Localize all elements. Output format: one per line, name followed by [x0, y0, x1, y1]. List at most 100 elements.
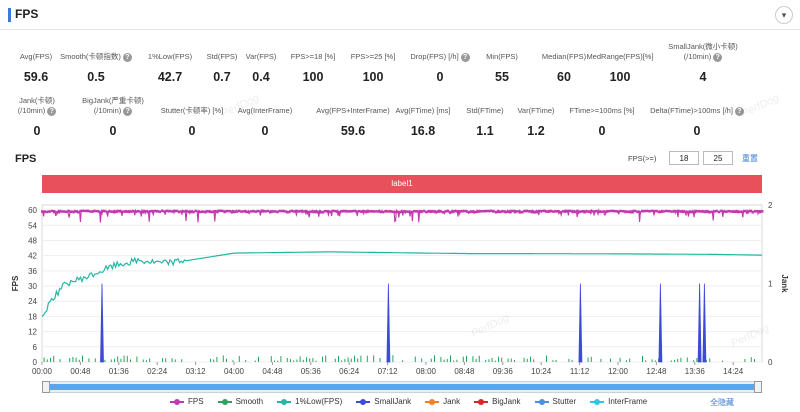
metric-label: Avg(FPS+InterFrame) [316, 106, 390, 115]
metric-value: 100 [609, 70, 631, 84]
metric-value: 0 [693, 124, 701, 138]
fps-point [365, 210, 368, 214]
legend-item-smalljank[interactable]: SmallJank [356, 397, 411, 406]
fps-point [353, 209, 356, 213]
help-icon[interactable]: ? [47, 106, 57, 116]
y-axis-label: FPS [11, 275, 20, 291]
time-range-scrollbar[interactable] [42, 381, 762, 393]
fps-point [276, 210, 279, 214]
fps-point [710, 210, 714, 214]
smooth-bar [354, 355, 355, 362]
legend-label: Smooth [235, 397, 264, 406]
y-tick-label: 42 [28, 252, 37, 261]
legend-item-jank[interactable]: Jank [425, 397, 460, 406]
fps-point [487, 209, 490, 213]
legend-item-bigjank[interactable]: BigJank [474, 397, 521, 406]
y-tick-label: 12 [28, 328, 37, 337]
help-icon[interactable]: ? [460, 52, 470, 62]
fps-point [273, 210, 277, 213]
smooth-bar [514, 360, 515, 362]
fps-point [439, 210, 442, 213]
metric-label: 1%Low(FPS) [147, 52, 193, 61]
fps-point [513, 210, 517, 214]
fps-point [576, 209, 579, 213]
y2-axis-label: Jank [780, 274, 789, 293]
chart-title: FPS [15, 153, 37, 165]
fps-threshold-high-input[interactable] [703, 151, 733, 165]
metric-stutter: Stutter(卡顿率) [%] 0 [142, 106, 242, 139]
chart-legend: FPS Smooth 1%Low(FPS) SmallJank Jank BigJank S… [170, 397, 661, 409]
smooth-bar [654, 360, 656, 362]
fps-point [398, 210, 402, 214]
range-start-handle[interactable] [42, 381, 50, 393]
fps-point [528, 210, 531, 213]
legend-swatch-icon [425, 398, 440, 405]
metric-label: Min(FPS) [486, 52, 518, 61]
x-tick-label: 03:12 [186, 367, 207, 376]
help-icon[interactable]: ? [713, 52, 723, 62]
smooth-bar [299, 356, 301, 362]
metric-value: 0.4 [252, 70, 270, 84]
time-range-fill[interactable] [47, 384, 757, 390]
fps-threshold-low-input[interactable] [669, 151, 699, 165]
fps-point [305, 209, 308, 213]
fps-point [62, 210, 66, 213]
fps-point [470, 210, 474, 214]
series-1pct-low-line [41, 251, 762, 317]
fps-point [72, 210, 75, 214]
hide-all-button[interactable]: 全隐藏 [710, 398, 734, 407]
fps-point [432, 210, 435, 213]
fps-point [645, 209, 649, 213]
fps-point [636, 210, 639, 214]
smooth-bar [462, 356, 464, 362]
fps-point [386, 210, 390, 213]
fps-point [621, 210, 625, 213]
x-tick-label: 10:24 [531, 367, 552, 376]
fps-point [578, 210, 582, 213]
fps-point [497, 210, 500, 214]
fps-point [525, 209, 529, 213]
fps-point [480, 210, 483, 213]
fps-point [247, 210, 250, 214]
collapse-icon[interactable]: ▾ [775, 6, 793, 24]
fps-point [50, 209, 54, 213]
x-tick-label: 01:36 [109, 367, 130, 376]
fps-point [566, 209, 570, 213]
smooth-bar [216, 356, 218, 362]
smooth-bar [254, 360, 256, 362]
fps-point [173, 209, 176, 213]
fps-point [441, 211, 445, 214]
help-icon[interactable]: ? [734, 106, 744, 116]
metric-var-fps: Var(FPS) 0.4 [211, 52, 311, 85]
fps-point [665, 209, 668, 213]
fps-point [127, 210, 130, 214]
fps-point [290, 209, 294, 213]
legend-item-interframe[interactable]: InterFrame [590, 397, 647, 406]
fps-point [573, 210, 577, 214]
legend-item-stutter[interactable]: Stutter [534, 397, 576, 406]
small-jank-spike [100, 283, 104, 363]
fps-point [751, 211, 754, 214]
smooth-bar [149, 358, 151, 362]
help-icon[interactable]: ? [123, 106, 133, 116]
metric-label: FPS>=18 [%] [290, 52, 336, 61]
range-end-handle[interactable] [754, 381, 762, 393]
legend-item-smooth[interactable]: Smooth [217, 397, 264, 406]
smooth-bar [674, 359, 675, 362]
fps-point [161, 209, 164, 213]
label-bar[interactable]: label1 [42, 175, 762, 193]
metric-label: Std(FTime) [466, 106, 504, 115]
reset-button[interactable]: 重置 [742, 154, 758, 163]
fps-point [410, 210, 414, 214]
smooth-bar [306, 357, 307, 362]
fps-point [101, 209, 104, 213]
smooth-bar [245, 360, 247, 362]
help-icon[interactable]: ? [122, 52, 132, 62]
smooth-bar [485, 359, 487, 362]
legend-item-fps[interactable]: FPS [170, 397, 204, 406]
metric-value: 16.8 [410, 124, 436, 138]
legend-item-1-low-fps[interactable]: 1%Low(FPS) [277, 397, 342, 406]
metric-label-row: Drop(FPS) [/h]? [390, 52, 490, 62]
fps-point [117, 209, 121, 213]
